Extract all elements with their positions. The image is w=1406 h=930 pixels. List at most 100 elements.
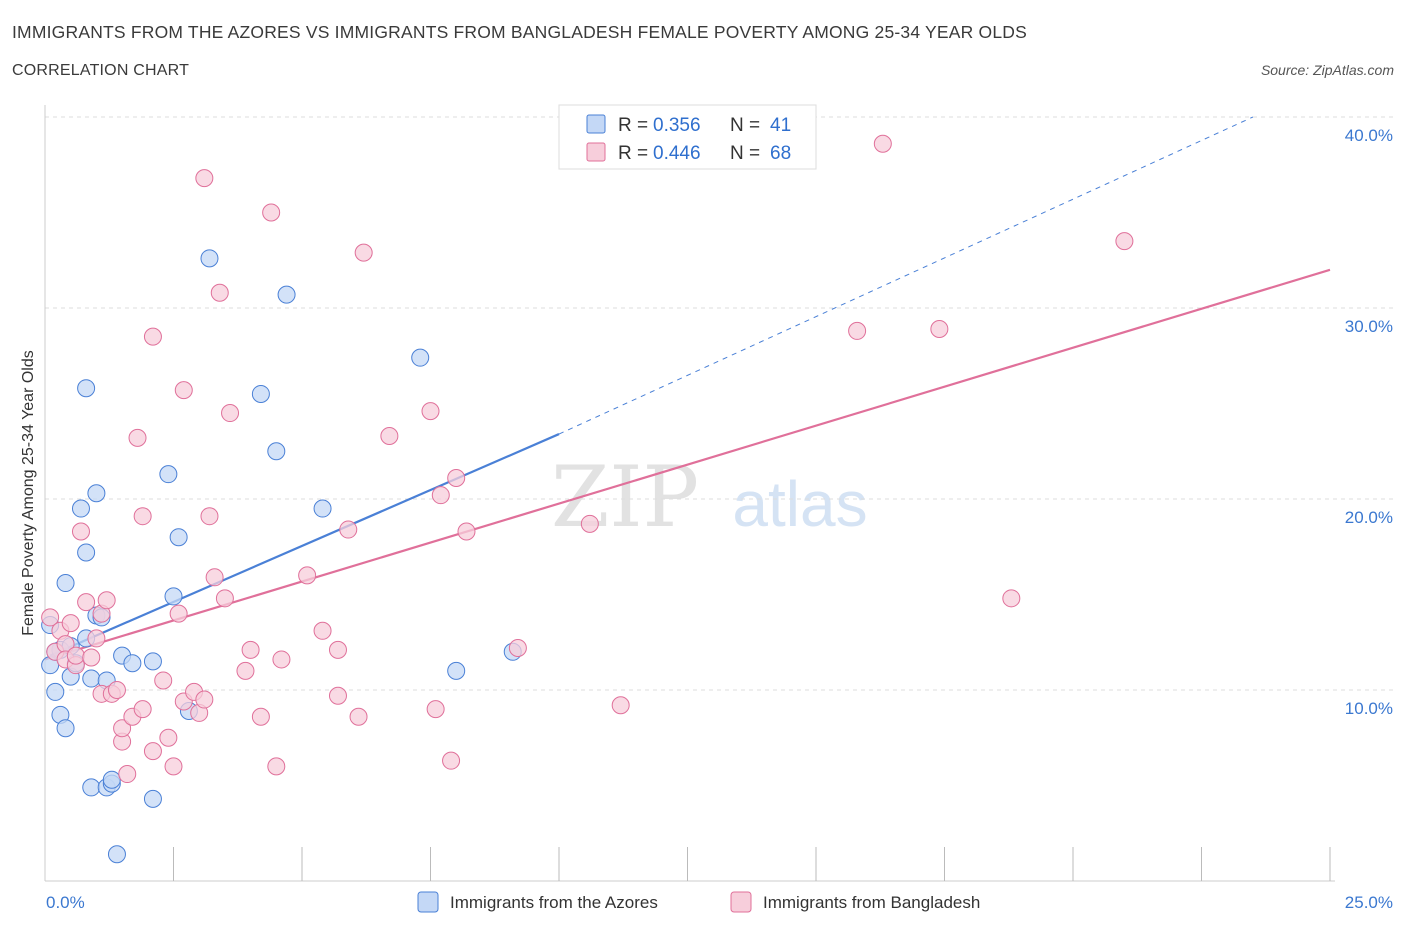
azores-point xyxy=(267,442,286,461)
bangladesh-point xyxy=(205,568,224,587)
azores-point xyxy=(77,379,96,398)
bangladesh-point xyxy=(1002,589,1021,608)
bangladesh-point xyxy=(87,629,106,648)
bangladesh-trend-line xyxy=(44,268,1331,661)
bangladesh-point xyxy=(41,608,60,627)
bangladesh-point xyxy=(328,640,347,659)
bangladesh-point xyxy=(313,621,332,640)
bangladesh-point xyxy=(349,707,368,726)
bangladesh-point xyxy=(169,604,188,623)
azores-trend-line xyxy=(49,433,560,657)
legend-r-label-bangladesh: R = xyxy=(618,143,648,164)
y-tick-label: 30.0% xyxy=(1345,317,1393,336)
bangladesh-point xyxy=(298,566,317,585)
bangladesh-point xyxy=(328,686,347,705)
azores-point xyxy=(277,285,296,304)
legend-n-value-azores: 41 xyxy=(770,115,791,136)
bangladesh-point xyxy=(272,650,291,669)
legend-r-value-bangladesh: 0.446 xyxy=(653,143,701,164)
bangladesh-point xyxy=(221,404,240,423)
bangladesh-point xyxy=(154,671,173,690)
bangladesh-point xyxy=(107,681,126,699)
bottom-legend-label-bangladesh: Immigrants from Bangladesh xyxy=(763,893,980,912)
chart-subtitle: CORRELATION CHART xyxy=(12,62,190,79)
azores-point xyxy=(56,719,75,738)
bangladesh-point xyxy=(77,593,96,612)
bangladesh-point xyxy=(61,614,80,633)
trend-lines xyxy=(44,116,1331,661)
azores-point xyxy=(82,778,101,797)
bangladesh-point xyxy=(113,719,132,738)
bangladesh-point xyxy=(431,486,450,505)
y-tick-label: 40.0% xyxy=(1345,126,1393,145)
source-credit: Source: ZipAtlas.com xyxy=(1260,62,1394,78)
legend-r-value-azores: 0.356 xyxy=(653,115,701,136)
bangladesh-point xyxy=(1115,232,1134,251)
azores-point xyxy=(82,669,101,688)
bangladesh-point xyxy=(174,381,193,400)
bangladesh-point xyxy=(508,638,527,657)
tick-labels: 10.0% 20.0% 30.0% 40.0% 0.0% 25.0% xyxy=(46,126,1393,912)
legend-swatch-azores xyxy=(586,114,606,134)
bangladesh-point xyxy=(143,327,162,346)
azores-point xyxy=(46,682,65,701)
legend-r-label-azores: R = xyxy=(618,115,648,136)
bangladesh-point xyxy=(267,757,286,776)
legend-n-value-bangladesh: 68 xyxy=(770,143,791,164)
bangladesh-point xyxy=(210,283,229,302)
bangladesh-point xyxy=(251,707,270,726)
bangladesh-point xyxy=(339,520,358,539)
data-points xyxy=(41,134,1134,864)
bangladesh-point xyxy=(133,507,152,526)
azores-point xyxy=(169,528,188,547)
bangladesh-point xyxy=(82,648,101,667)
azores-point xyxy=(447,661,466,680)
bangladesh-point xyxy=(580,514,599,533)
grid xyxy=(45,116,1395,691)
x-tick-label-min: 0.0% xyxy=(46,893,85,912)
axes xyxy=(44,105,1335,882)
azores-point xyxy=(87,484,106,503)
bangladesh-point xyxy=(71,522,90,541)
bangladesh-point xyxy=(215,589,234,608)
bangladesh-point xyxy=(159,728,178,747)
bangladesh-point xyxy=(930,320,949,339)
bangladesh-point xyxy=(457,522,476,541)
watermark-zip: ZIP xyxy=(551,448,699,546)
bangladesh-point xyxy=(118,765,137,784)
bangladesh-point xyxy=(66,646,85,665)
bangladesh-point xyxy=(236,661,255,680)
y-tick-label: 10.0% xyxy=(1345,699,1393,718)
azores-point xyxy=(411,348,430,367)
azores-point xyxy=(143,789,162,808)
bangladesh-point xyxy=(195,690,214,709)
bangladesh-point xyxy=(262,203,281,222)
series-legend: Immigrants from the Azores Immigrants fr… xyxy=(417,891,980,913)
azores-point xyxy=(71,499,90,518)
bangladesh-point xyxy=(426,700,445,719)
bangladesh-point xyxy=(447,468,466,487)
bangladesh-point xyxy=(442,751,461,770)
azores-point xyxy=(143,652,162,671)
azores-point xyxy=(56,574,75,593)
bottom-legend-label-azores: Immigrants from the Azores xyxy=(450,893,658,912)
azores-point xyxy=(313,499,332,518)
azores-point xyxy=(102,770,121,789)
bangladesh-point xyxy=(611,696,630,715)
bangladesh-point xyxy=(133,700,152,719)
bangladesh-point xyxy=(128,428,147,447)
azores-point xyxy=(77,543,96,562)
azores-point xyxy=(164,587,183,606)
bangladesh-point xyxy=(97,591,116,610)
azores-point xyxy=(159,465,178,484)
watermark-atlas: atlas xyxy=(732,468,867,540)
x-tick-label-max: 25.0% xyxy=(1345,893,1393,912)
azores-point xyxy=(123,654,142,673)
stats-legend: R = 0.356 N = 41 R = 0.446 N = 68 xyxy=(558,104,817,170)
azores-trend-extension xyxy=(558,116,1254,435)
bangladesh-point xyxy=(200,507,219,526)
legend-n-label-azores: N = xyxy=(730,115,760,136)
bangladesh-point xyxy=(354,243,373,262)
bottom-legend-swatch-azores xyxy=(417,891,439,913)
